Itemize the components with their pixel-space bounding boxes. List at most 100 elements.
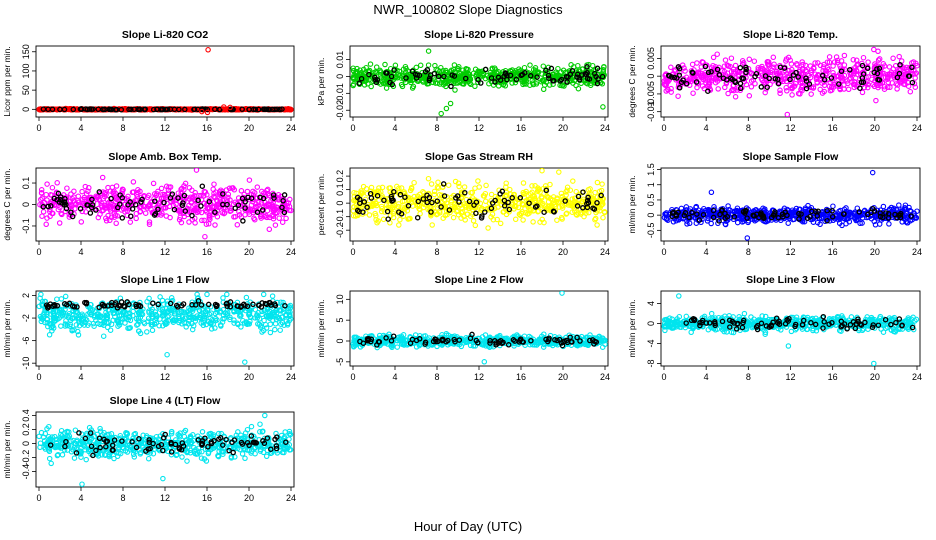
data-point [137, 330, 144, 337]
reference-point [675, 64, 682, 70]
data-point [731, 69, 737, 75]
data-point [208, 326, 215, 332]
data-point [428, 181, 435, 187]
reference-point [824, 217, 830, 224]
data-point [58, 210, 64, 217]
data-point [86, 185, 92, 191]
y-tick-label: -10 [21, 357, 31, 370]
data-point [87, 202, 94, 208]
reference-point [255, 106, 262, 113]
data-point [382, 80, 388, 86]
data-point [821, 88, 827, 95]
reference-point [564, 79, 570, 85]
outlier-point [438, 110, 444, 117]
reference-point [909, 79, 916, 86]
data-point [785, 220, 791, 226]
data-point [144, 329, 150, 335]
reference-point [78, 106, 85, 112]
x-tick-label: 12 [474, 247, 484, 257]
reference-point [702, 63, 709, 70]
reference-point [235, 303, 241, 309]
reference-point [195, 106, 201, 113]
reference-point [90, 106, 96, 112]
data-point [379, 184, 386, 191]
data-point [181, 309, 188, 315]
data-point [62, 208, 69, 215]
x-tick-label: 20 [870, 123, 880, 133]
reference-point [585, 194, 591, 201]
data-point [203, 311, 209, 318]
reference-point [246, 106, 252, 113]
data-point [266, 226, 273, 233]
data-point [865, 59, 871, 65]
data-point [837, 86, 843, 93]
data-point [142, 210, 149, 216]
data-point [575, 62, 581, 69]
x-tick-label: 0 [350, 247, 355, 257]
data-point [116, 198, 122, 204]
reference-point [576, 77, 583, 83]
y-tick-label: 100 [21, 63, 31, 78]
data-point [783, 84, 789, 91]
reference-point [897, 62, 903, 68]
data-point [284, 322, 291, 328]
reference-point [522, 70, 528, 76]
data-point [826, 207, 833, 214]
data-point [103, 218, 110, 224]
data-point [382, 209, 388, 215]
data-point [817, 221, 823, 228]
reference-point [719, 207, 725, 213]
data-point [702, 69, 709, 76]
reference-point [909, 64, 915, 71]
reference-point [714, 66, 721, 73]
data-point [269, 293, 276, 299]
data-point [564, 187, 570, 193]
reference-point [824, 207, 830, 214]
data-point [254, 184, 261, 190]
data-point [157, 306, 163, 312]
data-point [158, 185, 165, 192]
data-point [472, 222, 479, 229]
plot-frame [349, 290, 609, 367]
reference-point [856, 209, 863, 215]
reference-point [737, 64, 744, 71]
data-point [515, 204, 522, 211]
data-point [63, 106, 70, 113]
data-point [893, 81, 900, 87]
data-point [819, 211, 826, 217]
data-point [502, 67, 509, 74]
y-tick-label: 0 [335, 338, 345, 343]
data-point [135, 315, 142, 322]
data-point [472, 185, 478, 191]
y-axis-label: kPa per min. [316, 58, 326, 106]
data-point [903, 64, 910, 71]
data-point [75, 193, 82, 200]
data-point [759, 66, 766, 72]
panel-title: Slope Gas Stream RH [425, 151, 533, 163]
data-point [876, 56, 883, 62]
reference-point [683, 80, 690, 87]
reference-point [199, 183, 206, 189]
data-point [570, 178, 576, 184]
data-point [425, 62, 432, 68]
data-point [166, 308, 172, 315]
reference-point [473, 199, 480, 205]
y-tick-label: 2 [21, 293, 31, 298]
data-point [912, 84, 919, 90]
data-point [497, 220, 504, 227]
reference-point [814, 213, 820, 219]
x-tick-label: 8 [746, 123, 751, 133]
data-point [243, 294, 250, 301]
reference-point [424, 199, 430, 206]
data-point [558, 190, 565, 197]
data-point [675, 93, 681, 99]
data-point [543, 79, 549, 85]
data-point [197, 312, 204, 319]
reference-point [550, 78, 556, 84]
outlier-point [202, 233, 208, 240]
reference-point [62, 196, 68, 202]
reference-point [428, 209, 434, 215]
data-point [99, 174, 106, 181]
data-point [263, 202, 269, 209]
